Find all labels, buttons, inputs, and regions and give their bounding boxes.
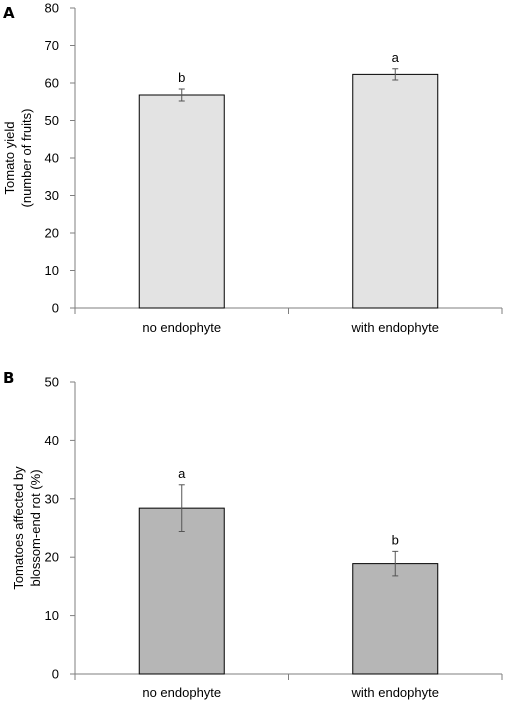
panel-a-y-tick-label: 40 [45, 151, 59, 166]
panel-b-significance-label: a [178, 466, 186, 481]
panel-a-significance-label: a [392, 50, 400, 65]
panel-b-category-label: no endophyte [142, 685, 221, 700]
panel-b-ylabel-line-1: Tomatoes affected by [11, 466, 26, 590]
panel-a-y-tick-label: 70 [45, 38, 59, 53]
panel-b-letter: B [3, 369, 14, 387]
panel-a-category-label: no endophyte [142, 320, 221, 335]
panel-b-y-tick-label: 40 [45, 433, 59, 448]
panel-b-y-tick-label: 0 [52, 667, 59, 682]
panel-a-significance-label: b [178, 70, 185, 85]
panel-b-y-tick-label: 50 [45, 375, 59, 390]
panel-b-y-tick-label: 20 [45, 550, 59, 565]
panel-b-bar [352, 563, 439, 675]
panel-a-ylabel-line-2: (number of fruits) [19, 109, 34, 208]
panel-a-y-tick-label: 20 [45, 226, 59, 241]
panel-b-significance-label: b [392, 532, 399, 547]
panel-b-ylabel-line-2: blossom-end rot (%) [28, 469, 43, 586]
panel-a-bar [352, 73, 439, 309]
panel-a-y-tick-label: 0 [52, 301, 59, 316]
panel-b-y-tick-label: 10 [45, 608, 59, 623]
panel-a-y-tick-label: 80 [45, 1, 59, 16]
panel-a-y-tick-label: 60 [45, 76, 59, 91]
panel-b-bar [138, 507, 225, 675]
panel-a-y-tick-label: 50 [45, 113, 59, 128]
panel-a-letter: A [3, 4, 15, 22]
panel-a-y-tick-label: 30 [45, 188, 59, 203]
panel-b-category-label: with endophyte [351, 685, 439, 700]
panel-a-y-tick-label: 10 [45, 263, 59, 278]
panel-a: A Tomato yield (number of fruits) 0 10 20 3… [2, 1, 503, 335]
panel-b: B Tomatoes affected by blossom-end rot (… [3, 369, 503, 700]
panel-a-ylabel-line-1: Tomato yield [2, 122, 17, 195]
panel-a-category-label: with endophyte [351, 320, 439, 335]
panel-b-y-tick-label: 30 [45, 491, 59, 506]
panel-a-bar [138, 94, 225, 309]
